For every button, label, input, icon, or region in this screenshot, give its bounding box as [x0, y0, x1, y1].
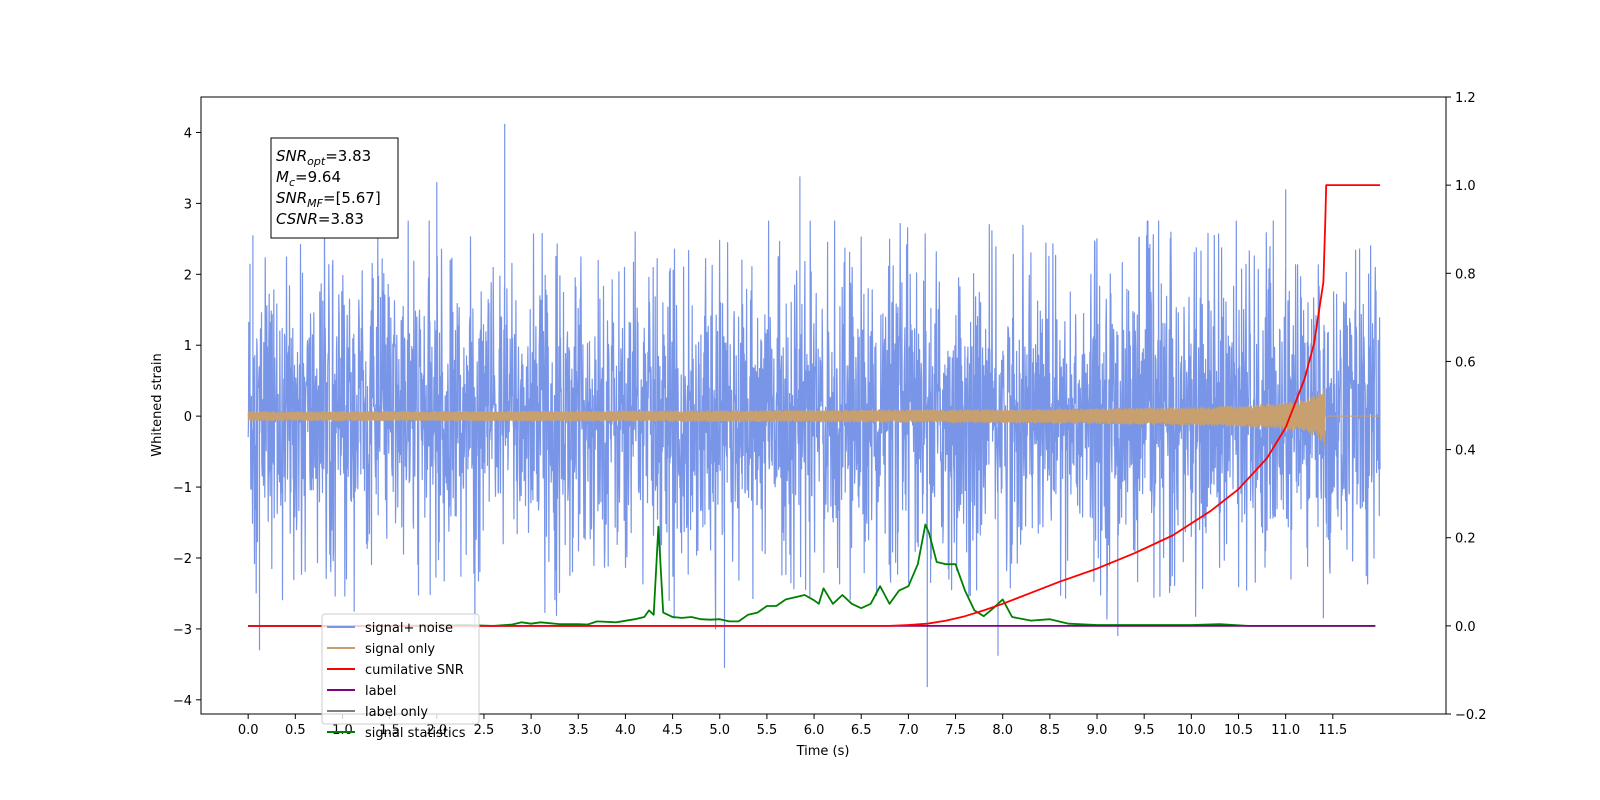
plot-frame [200, 96, 1447, 715]
y2-tick-label: −0.2 [1455, 708, 1487, 723]
x-tick-label: 3.5 [568, 723, 589, 738]
y2-tick-label: 0.6 [1455, 355, 1476, 370]
y-axis-label: Whitened strain [150, 353, 165, 456]
x-tick-label: 7.5 [945, 723, 966, 738]
x-tick-label: 1.0 [332, 723, 353, 738]
x-tick-label: 9.0 [1087, 723, 1108, 738]
legend-entry: signal statistics [365, 726, 466, 741]
annotation-frame [270, 137, 399, 239]
series-signal-noise [247, 123, 1381, 688]
y2-tick-label: 1.0 [1455, 179, 1476, 194]
annotation-line: SNRopt=3.83 [276, 147, 371, 168]
y2-tick-label: 0.0 [1455, 620, 1476, 635]
x-tick-label: 7.0 [898, 723, 919, 738]
legend-entry: signal+ noise [365, 621, 453, 636]
y2-tick-label: 1.2 [1455, 91, 1476, 106]
y-tick-label: 2 [184, 268, 192, 283]
annotation-line: SNRMF=[5.67] [276, 189, 381, 210]
annotation-line: Mc=9.64 [276, 168, 341, 189]
legend-entry: label [365, 684, 396, 699]
x-tick-label: 8.0 [992, 723, 1013, 738]
x-tick-label: 2.0 [426, 723, 447, 738]
y-tick-label: −4 [173, 694, 192, 709]
x-tick-label: 4.0 [615, 723, 636, 738]
x-tick-label: 0.5 [285, 723, 306, 738]
y2-tick-label: 0.2 [1455, 532, 1476, 547]
y-tick-label: 4 [184, 126, 192, 141]
legend-entry: signal only [365, 642, 435, 657]
legend-entry: label only [365, 705, 428, 720]
x-tick-label: 0.0 [238, 723, 259, 738]
legend-entry: cumilative SNR [365, 663, 464, 678]
x-tick-label: 2.5 [474, 723, 495, 738]
x-tick-label: 11.5 [1318, 723, 1347, 738]
annotation-line: CSNR=3.83 [276, 210, 364, 228]
y2-tick-label: 0.8 [1455, 267, 1476, 282]
x-tick-label: 8.5 [1040, 723, 1061, 738]
x-tick-label: 5.0 [709, 723, 730, 738]
y-tick-label: −3 [173, 623, 192, 638]
x-tick-label: 11.0 [1271, 723, 1300, 738]
legend: signal+ noise signal only cumilative SNR la… [321, 613, 480, 741]
y-tick-label: 0 [184, 410, 192, 425]
y-tick-label: 1 [184, 339, 192, 354]
x-tick-label: 1.5 [379, 723, 400, 738]
series-signal-statistics [248, 523, 1376, 627]
x-tick-label: 9.5 [1134, 723, 1155, 738]
x-tick-label: 4.5 [662, 723, 683, 738]
legend-frame [321, 613, 480, 725]
x-tick-label: 5.5 [757, 723, 778, 738]
x-tick-label: 6.0 [804, 723, 825, 738]
y-tick-label: −1 [173, 481, 192, 496]
series-cumulative-snr [248, 184, 1380, 627]
series-signal-only [247, 387, 1380, 447]
y-tick-label: 3 [184, 197, 192, 212]
x-axis-label: Time (s) [796, 744, 850, 759]
x-tick-label: 10.5 [1224, 723, 1253, 738]
x-tick-label: 3.0 [521, 723, 542, 738]
x-tick-label: 10.0 [1177, 723, 1206, 738]
y2-tick-label: 0.4 [1455, 444, 1476, 459]
x-tick-label: 6.5 [851, 723, 872, 738]
y-tick-label: −2 [173, 552, 192, 567]
